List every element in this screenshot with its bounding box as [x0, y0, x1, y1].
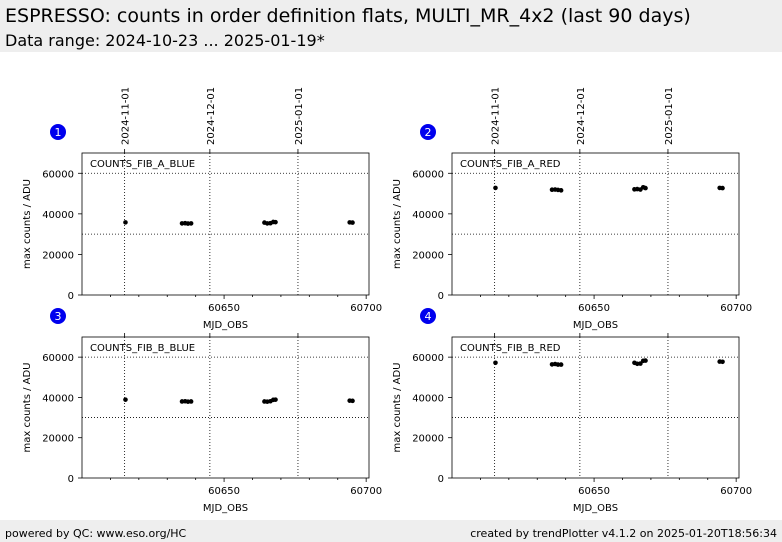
panel-label: COUNTS_FIB_B_RED [460, 343, 561, 354]
y-tick-label: 20000 [42, 250, 74, 261]
panel-number: 2 [425, 126, 432, 139]
y-tick-label: 60000 [42, 353, 74, 364]
data-range: Data range: 2024-10-23 ... 2025-01-19* [5, 31, 325, 50]
chart-panel-1: 2024-11-01 2024-12-01 2025-01-01 0 20000 4000… [22, 87, 382, 331]
page-title: ESPRESSO: counts in order definition fla… [5, 5, 691, 27]
y-tick-label: 0 [68, 474, 74, 485]
plot-frame [81, 336, 370, 479]
panel-label: COUNTS_FIB_A_BLUE [90, 159, 195, 170]
data-point [643, 358, 648, 363]
data-point [273, 219, 278, 225]
y-tick-label: 60000 [412, 169, 444, 180]
date-tick-label: 2025-01-01 [664, 87, 675, 145]
page-header: ESPRESSO: counts in order definition fla… [0, 0, 782, 52]
data-point [188, 221, 194, 226]
plot-frame [451, 336, 740, 479]
x-tick-label: 60650 [578, 303, 610, 314]
panel-number-badge [50, 308, 66, 324]
data-point [350, 220, 355, 225]
y-tick-label: 60000 [412, 353, 444, 364]
data-point [558, 188, 564, 193]
page-footer: powered by QC: www.eso.org/HC created by… [0, 520, 782, 542]
created-by-text: created by trendPlotter v4.1.2 on 2025-0… [470, 527, 777, 540]
x-axis-label: MJD_OBS [573, 320, 618, 331]
x-tick-label: 60700 [720, 303, 752, 314]
x-tick-label: 60700 [350, 303, 382, 314]
y-tick-label: 0 [438, 474, 444, 485]
y-tick-label: 40000 [412, 393, 444, 404]
date-tick-label: 2024-11-01 [121, 87, 132, 145]
plot-frame [81, 152, 370, 296]
y-tick-label: 40000 [42, 393, 74, 404]
chart-panel-2: 2024-11-01 2024-12-01 2025-01-01 0 20000 4000… [392, 87, 752, 331]
data-point [720, 359, 725, 365]
data-point [123, 397, 128, 402]
x-tick-label: 60650 [208, 486, 240, 497]
y-tick-label: 0 [68, 291, 74, 302]
panel-number-badge [50, 124, 66, 140]
data-point [493, 185, 498, 191]
y-tick-label: 60000 [42, 169, 74, 180]
y-axis-label: max counts / ADU [22, 179, 33, 269]
x-axis-label: MJD_OBS [203, 320, 248, 331]
date-tick-label: 2024-11-01 [491, 87, 502, 145]
y-tick-label: 40000 [412, 210, 444, 221]
x-axis-label: MJD_OBS [573, 503, 618, 514]
data-point [350, 398, 355, 404]
y-axis-label: max counts / ADU [392, 179, 403, 269]
data-point [273, 397, 278, 402]
y-axis-label: max counts / ADU [392, 363, 403, 453]
data-point [638, 361, 643, 366]
plot-frame [451, 152, 740, 296]
panel-label: COUNTS_FIB_A_RED [460, 159, 561, 170]
y-axis-label: max counts / ADU [22, 363, 33, 453]
data-point [493, 360, 498, 366]
date-tick-label: 2024-12-01 [206, 87, 217, 145]
powered-by-text: powered by QC: www.eso.org/HC [5, 527, 187, 540]
x-axis-label: MJD_OBS [203, 503, 248, 514]
x-tick-label: 60700 [720, 486, 752, 497]
panel-number: 3 [55, 310, 62, 323]
x-tick-label: 60650 [208, 303, 240, 314]
panel-label: COUNTS_FIB_B_BLUE [90, 343, 195, 354]
panel-number: 4 [425, 310, 432, 323]
y-tick-label: 40000 [42, 210, 74, 221]
panel-number: 1 [55, 126, 62, 139]
y-tick-label: 20000 [42, 434, 74, 445]
data-point [643, 185, 648, 191]
data-point [720, 185, 725, 191]
data-point [188, 399, 194, 404]
panel-number-badge [420, 124, 436, 140]
date-tick-label: 2025-01-01 [294, 87, 305, 145]
y-tick-label: 20000 [412, 250, 444, 261]
x-tick-label: 60650 [578, 486, 610, 497]
y-tick-label: 0 [438, 291, 444, 302]
y-tick-label: 20000 [412, 434, 444, 445]
panel-number-badge [420, 308, 436, 324]
data-point [123, 220, 128, 225]
x-tick-label: 60700 [350, 486, 382, 497]
data-point [558, 362, 564, 367]
date-tick-label: 2024-12-01 [576, 87, 587, 145]
